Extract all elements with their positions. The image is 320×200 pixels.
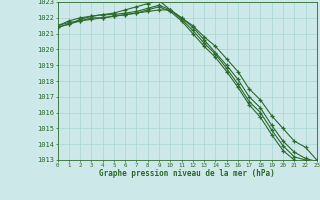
X-axis label: Graphe pression niveau de la mer (hPa): Graphe pression niveau de la mer (hPa) (99, 169, 275, 178)
